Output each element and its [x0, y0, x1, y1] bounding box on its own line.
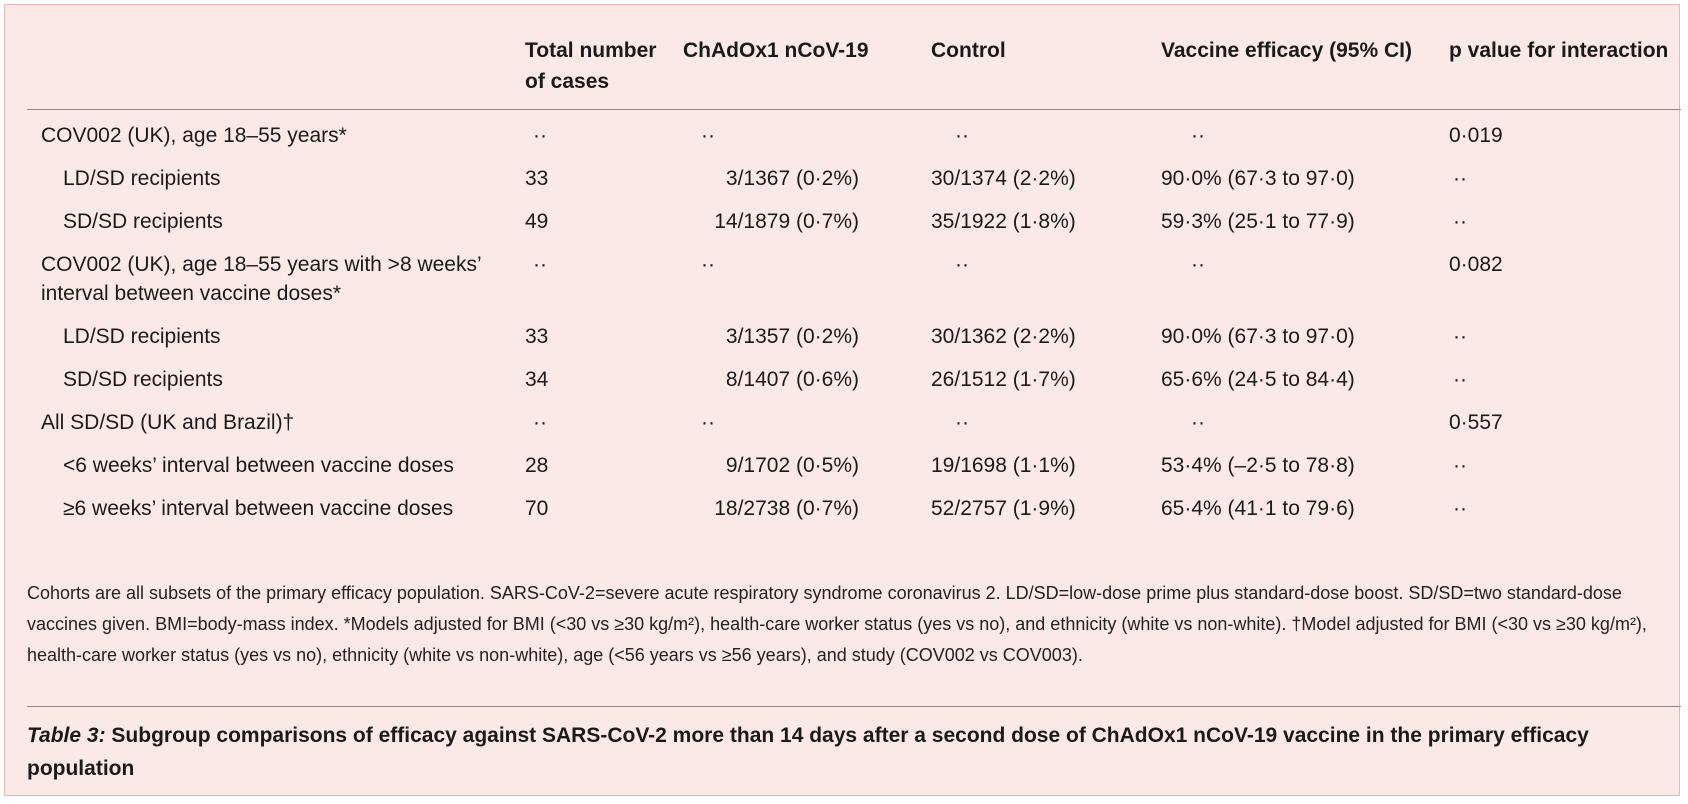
cell-p-value: 0·082 [1449, 253, 1503, 276]
cell-total-cases: ·· [533, 124, 547, 147]
table-row: LD/SD recipients 33 3/1357 (0·2%) 30/1362 (… [27, 315, 1681, 358]
cell-control: 35/1922 (1·8%) [931, 210, 1076, 233]
caption-text: Subgroup comparisons of efficacy against… [27, 724, 1589, 780]
footnote-text: Cohorts are all subsets of the primary e… [27, 583, 1647, 665]
header-vaccine: ChAdOx1 nCoV-19 [677, 33, 917, 110]
table-row: COV002 (UK), age 18–55 years* ·· ·· ·· ·· 0·0… [27, 110, 1681, 158]
cell-control: 30/1374 (2·2%) [931, 167, 1076, 190]
cell-total-cases: 33 [525, 167, 549, 190]
cell-vaccine: ·· [701, 124, 715, 147]
cell-p-value: ·· [1453, 368, 1467, 391]
cell-total-cases: 34 [525, 368, 549, 391]
subgroup-efficacy-table: Total number of cases ChAdOx1 nCoV-19 Co… [27, 33, 1681, 530]
table-row: LD/SD recipients 33 3/1367 (0·2%) 30/1374 (… [27, 157, 1681, 200]
table-row: SD/SD recipients 49 14/1879 (0·7%) 35/1922 … [27, 200, 1681, 243]
cell-p-value: 0·019 [1449, 124, 1503, 147]
cell-efficacy: ·· [1191, 253, 1205, 276]
table-row: ≥6 weeks’ interval between vaccine doses… [27, 487, 1681, 530]
table-row: All SD/SD (UK and Brazil)† ·· ·· ·· ·· 0·557 [27, 401, 1681, 444]
header-total-cases: Total number of cases [515, 33, 677, 110]
row-label: COV002 (UK), age 18–55 years* [41, 124, 347, 147]
cell-p-value: ·· [1453, 210, 1467, 233]
cell-control: 19/1698 (1·1%) [931, 454, 1076, 477]
cell-vaccine: 18/2738 (0·7%) [714, 497, 859, 520]
row-label: All SD/SD (UK and Brazil)† [41, 411, 295, 434]
cell-p-value: 0·557 [1449, 411, 1503, 434]
cell-total-cases: ·· [533, 411, 547, 434]
row-label: ≥6 weeks’ interval between vaccine doses [63, 497, 454, 520]
table-row: COV002 (UK), age 18–55 years with >8 wee… [27, 243, 1681, 315]
cell-total-cases: 70 [525, 497, 549, 520]
row-label: SD/SD recipients [63, 210, 223, 233]
cell-efficacy: 65·6% (24·5 to 84·4) [1161, 368, 1355, 391]
cell-total-cases: 49 [525, 210, 549, 233]
cell-control: ·· [955, 411, 969, 434]
table-caption: Table 3: Subgroup comparisons of efficac… [27, 719, 1627, 785]
cell-efficacy: 90·0% (67·3 to 97·0) [1161, 167, 1355, 190]
header-efficacy: Vaccine efficacy (95% CI) [1147, 33, 1439, 110]
cell-control: ·· [955, 124, 969, 147]
caption-divider [27, 706, 1681, 707]
cell-control: 26/1512 (1·7%) [931, 368, 1076, 391]
cell-control: 52/2757 (1·9%) [931, 497, 1076, 520]
cell-efficacy: 65·4% (41·1 to 79·6) [1161, 497, 1355, 520]
cell-vaccine: 3/1367 (0·2%) [725, 167, 859, 190]
row-label: LD/SD recipients [63, 167, 221, 190]
cell-efficacy: ·· [1191, 124, 1205, 147]
cell-total-cases: 33 [525, 325, 549, 348]
cell-control: ·· [955, 253, 969, 276]
caption-tag: Table 3: [27, 724, 106, 747]
header-row: Total number of cases ChAdOx1 nCoV-19 Co… [27, 33, 1681, 110]
table-panel: Total number of cases ChAdOx1 nCoV-19 Co… [4, 4, 1681, 796]
cell-vaccine: 9/1702 (0·5%) [725, 454, 859, 477]
table-footnote: Cohorts are all subsets of the primary e… [27, 578, 1673, 671]
cell-vaccine: 8/1407 (0·6%) [725, 368, 859, 391]
table-row: <6 weeks’ interval between vaccine doses… [27, 444, 1681, 487]
cell-efficacy: ·· [1191, 411, 1205, 434]
header-p-value: p value for interaction [1439, 33, 1681, 110]
table-header: Total number of cases ChAdOx1 nCoV-19 Co… [27, 33, 1681, 110]
row-label: LD/SD recipients [63, 325, 221, 348]
row-label: <6 weeks’ interval between vaccine doses [63, 454, 454, 477]
row-label: COV002 (UK), age 18–55 years with >8 wee… [41, 253, 481, 305]
header-label [27, 33, 515, 110]
header-control: Control [917, 33, 1147, 110]
cell-vaccine: 3/1357 (0·2%) [725, 325, 859, 348]
table-body: COV002 (UK), age 18–55 years* ·· ·· ·· ·· 0·0… [27, 110, 1681, 531]
cell-vaccine: 14/1879 (0·7%) [714, 210, 859, 233]
cell-total-cases: 28 [525, 454, 549, 477]
cell-total-cases: ·· [533, 253, 547, 276]
cell-p-value: ·· [1453, 167, 1467, 190]
cell-control: 30/1362 (2·2%) [931, 325, 1076, 348]
row-label: SD/SD recipients [63, 368, 223, 391]
cell-vaccine: ·· [701, 253, 715, 276]
cell-efficacy: 59·3% (25·1 to 77·9) [1161, 210, 1355, 233]
cell-p-value: ·· [1453, 454, 1467, 477]
cell-p-value: ·· [1453, 497, 1467, 520]
table-row: SD/SD recipients 34 8/1407 (0·6%) 26/1512 (… [27, 358, 1681, 401]
cell-p-value: ·· [1453, 325, 1467, 348]
cell-efficacy: 53·4% (–2·5 to 78·8) [1161, 454, 1355, 477]
cell-efficacy: 90·0% (67·3 to 97·0) [1161, 325, 1355, 348]
cell-vaccine: ·· [701, 411, 715, 434]
